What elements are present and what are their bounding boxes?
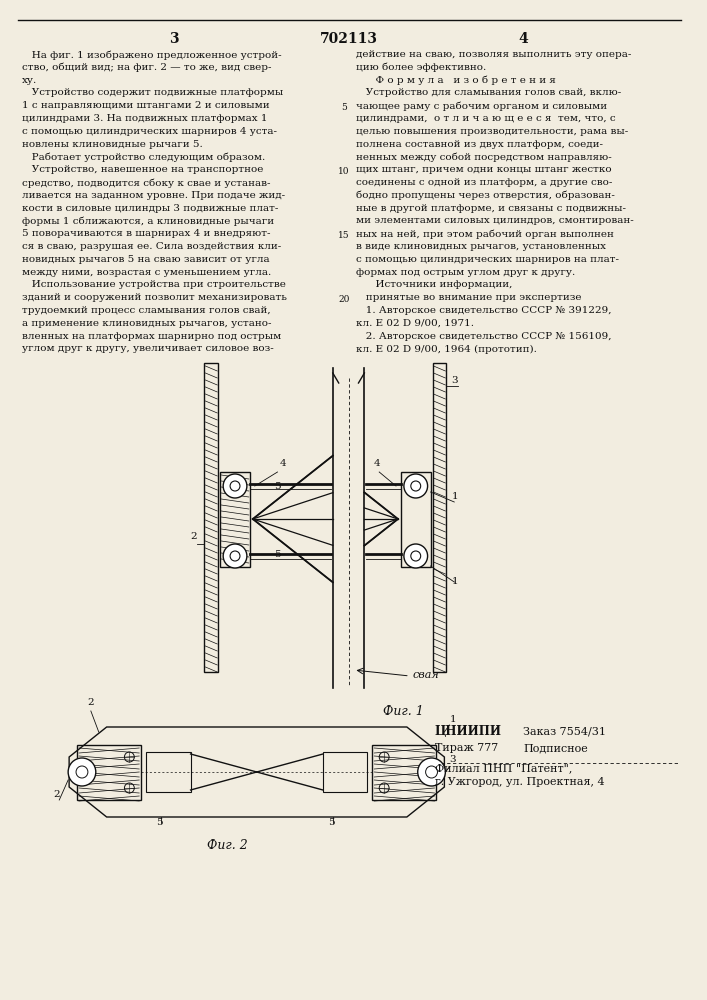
Text: средство, подводится сбоку к свае и устанав-: средство, подводится сбоку к свае и уста… (22, 178, 270, 188)
Bar (373, 745, 436, 800)
Text: цилиндрами 3. На подвижных платформах 1: цилиндрами 3. На подвижных платформах 1 (22, 114, 267, 123)
Text: целью повышения производительности, рама вы-: целью повышения производительности, рама… (356, 127, 628, 136)
Text: с помощью цилиндрических шарниров 4 уста-: с помощью цилиндрических шарниров 4 уста… (22, 127, 276, 136)
Bar (433, 363, 446, 672)
Text: формы 1 сближаются, а клиновидные рычаги: формы 1 сближаются, а клиновидные рычаги (22, 216, 274, 226)
Text: между ними, возрастая с уменьшением угла.: между ними, возрастая с уменьшением угла… (22, 268, 271, 277)
Text: 5: 5 (328, 818, 334, 827)
Text: ЦНИИПИ: ЦНИИПИ (435, 725, 501, 738)
Text: ливается на заданном уровне. При подаче жид-: ливается на заданном уровне. При подаче … (22, 191, 285, 200)
Text: 1. Авторское свидетельство СССР № 391229,: 1. Авторское свидетельство СССР № 391229… (356, 306, 611, 315)
Bar (146, 752, 191, 792)
Bar (323, 752, 368, 792)
Bar (204, 363, 218, 672)
Text: бодно пропущены через отверстия, образован-: бодно пропущены через отверстия, образов… (356, 191, 614, 200)
Circle shape (68, 758, 95, 786)
Text: Использование устройства при строительстве: Использование устройства при строительст… (22, 280, 286, 289)
Bar (401, 472, 431, 567)
Circle shape (404, 544, 428, 568)
Text: соединены с одной из платформ, а другие сво-: соединены с одной из платформ, а другие … (356, 178, 612, 187)
Text: 2: 2 (53, 790, 60, 799)
Text: в виде клиновидных рычагов, установленных: в виде клиновидных рычагов, установленны… (356, 242, 605, 251)
Text: 3: 3 (169, 32, 179, 46)
Text: 5: 5 (341, 103, 346, 112)
Text: 15: 15 (338, 231, 349, 240)
Text: вленных на платформах шарнирно под острым: вленных на платформах шарнирно под остры… (22, 332, 281, 341)
Text: углом друг к другу, увеличивает силовое воз-: углом друг к другу, увеличивает силовое … (22, 344, 274, 353)
Text: 5: 5 (274, 482, 281, 491)
Text: Фиг. 2: Фиг. 2 (206, 839, 247, 852)
Circle shape (418, 758, 445, 786)
Text: кости в силовые цилиндры 3 подвижные плат-: кости в силовые цилиндры 3 подвижные пла… (22, 204, 278, 213)
Text: ми элементами силовых цилиндров, смонтирован-: ми элементами силовых цилиндров, смонтир… (356, 216, 633, 225)
Text: Ф о р м у л а   и з о б р е т е н и я: Ф о р м у л а и з о б р е т е н и я (356, 76, 556, 85)
Text: 5 поворачиваются в шарнирах 4 и внедряют-: 5 поворачиваются в шарнирах 4 и внедряют… (22, 229, 270, 238)
Bar (220, 472, 250, 567)
Text: 4: 4 (518, 32, 528, 46)
Text: 4: 4 (373, 459, 380, 468)
Text: 1: 1 (451, 492, 458, 501)
Text: 2: 2 (191, 532, 197, 541)
Text: а применение клиновидных рычагов, устано-: а применение клиновидных рычагов, устано… (22, 319, 271, 328)
Text: 4: 4 (279, 459, 286, 468)
Text: ные в другой платформе, и связаны с подвижны-: ные в другой платформе, и связаны с подв… (356, 204, 626, 213)
Text: 10: 10 (338, 167, 349, 176)
Text: ных на ней, при этом рабочий орган выполнен: ных на ней, при этом рабочий орган выпол… (356, 229, 614, 239)
Text: г. Ужгород, ул. Проектная, 4: г. Ужгород, ул. Проектная, 4 (435, 777, 604, 787)
Text: новлены клиновидные рычаги 5.: новлены клиновидные рычаги 5. (22, 140, 202, 149)
Text: ся в сваю, разрушая ее. Сила воздействия кли-: ся в сваю, разрушая ее. Сила воздействия… (22, 242, 281, 251)
Text: 3: 3 (451, 376, 458, 385)
Text: Фиг. 1: Фиг. 1 (382, 705, 423, 718)
Text: 20: 20 (338, 295, 349, 304)
Text: 1 с направляющими штангами 2 и силовыми: 1 с направляющими штангами 2 и силовыми (22, 101, 269, 110)
Text: чающее раму с рабочим органом и силовыми: чающее раму с рабочим органом и силовыми (356, 101, 607, 111)
Text: с помощью цилиндрических шарниров на плат-: с помощью цилиндрических шарниров на пла… (356, 255, 619, 264)
Text: принятые во внимание при экспертизе: принятые во внимание при экспертизе (356, 293, 581, 302)
Circle shape (223, 544, 247, 568)
Text: зданий и сооружений позволит механизировать: зданий и сооружений позволит механизиров… (22, 293, 286, 302)
Text: действие на сваю, позволяя выполнить эту опера-: действие на сваю, позволяя выполнить эту… (356, 50, 631, 59)
Text: Филиал ПНП "Патент",: Филиал ПНП "Патент", (435, 763, 572, 773)
Text: 1: 1 (451, 577, 458, 586)
Text: новидных рычагов 5 на сваю зависит от угла: новидных рычагов 5 на сваю зависит от уг… (22, 255, 269, 264)
Text: 702113: 702113 (320, 32, 378, 46)
Text: цию более эффективно.: цию более эффективно. (356, 63, 486, 72)
Text: ху.: ху. (22, 76, 37, 85)
Text: На фиг. 1 изображено предложенное устрой-: На фиг. 1 изображено предложенное устрой… (22, 50, 281, 60)
Text: Устройство содержит подвижные платформы: Устройство содержит подвижные платформы (22, 88, 283, 97)
Circle shape (223, 474, 247, 498)
Text: Устройство, навешенное на транспортное: Устройство, навешенное на транспортное (22, 165, 263, 174)
Text: Источники информации,: Источники информации, (356, 280, 512, 289)
Text: кл. Е 02 D 9/00, 1964 (прототип).: кл. Е 02 D 9/00, 1964 (прототип). (356, 344, 537, 354)
Text: полнена составной из двух платформ, соеди-: полнена составной из двух платформ, соед… (356, 140, 602, 149)
Bar (77, 745, 141, 800)
Text: Подписное: Подписное (523, 743, 588, 753)
Text: Работает устройство следующим образом.: Работает устройство следующим образом. (22, 152, 265, 162)
Text: 3: 3 (450, 755, 456, 764)
Text: ство, общий вид; на фиг. 2 — то же, вид свер-: ство, общий вид; на фиг. 2 — то же, вид … (22, 63, 271, 72)
Text: 2. Авторское свидетельство СССР № 156109,: 2. Авторское свидетельство СССР № 156109… (356, 332, 611, 341)
Text: свая: свая (413, 670, 440, 680)
Text: 5: 5 (156, 818, 163, 827)
Text: Устройство для сламывания голов свай, вклю-: Устройство для сламывания голов свай, вк… (356, 88, 621, 97)
Text: 5: 5 (274, 550, 281, 559)
Text: формах под острым углом друг к другу.: формах под острым углом друг к другу. (356, 268, 575, 277)
Text: 1: 1 (450, 715, 456, 724)
Text: щих штанг, причем одни концы штанг жестко: щих штанг, причем одни концы штанг жестк… (356, 165, 611, 174)
Text: кл. Е 02 D 9/00, 1971.: кл. Е 02 D 9/00, 1971. (356, 319, 474, 328)
Text: 2: 2 (87, 698, 93, 707)
Text: цилиндрами,  о т л и ч а ю щ е е с я  тем, что, с: цилиндрами, о т л и ч а ю щ е е с я тем,… (356, 114, 615, 123)
Text: Тираж 777: Тираж 777 (435, 743, 498, 753)
Text: трудоемкий процесс сламывания голов свай,: трудоемкий процесс сламывания голов свай… (22, 306, 270, 315)
Circle shape (404, 474, 428, 498)
Text: Заказ 7554/31: Заказ 7554/31 (523, 727, 607, 737)
Text: ненных между собой посредством направляю-: ненных между собой посредством направляю… (356, 152, 612, 162)
